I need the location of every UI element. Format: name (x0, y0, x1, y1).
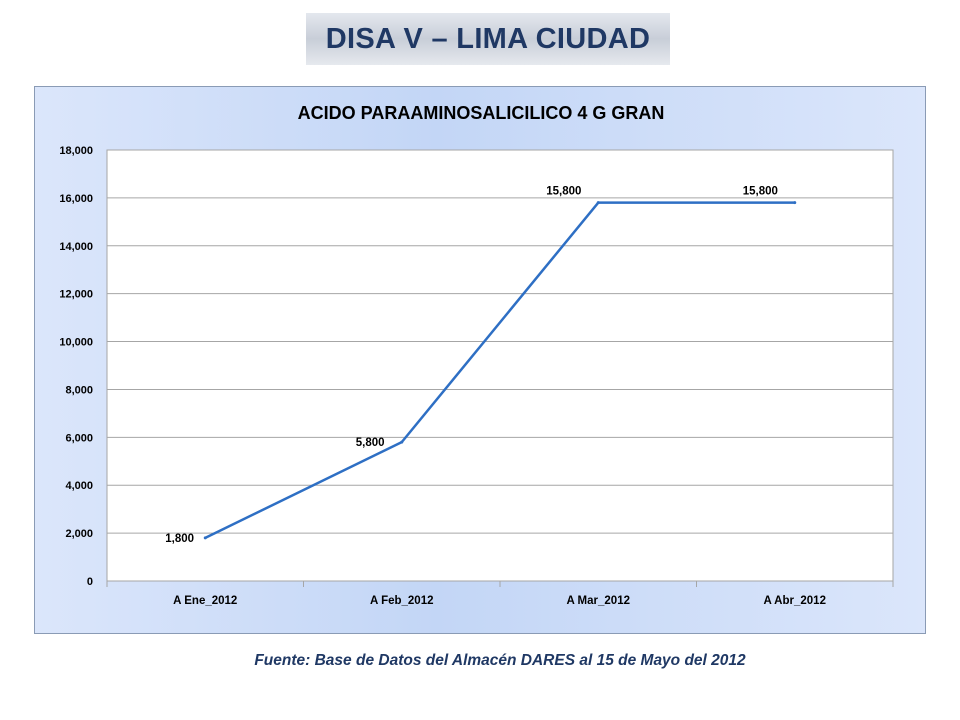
data-point (400, 440, 404, 444)
y-tick-label: 0 (87, 576, 93, 588)
y-tick-label: 12,000 (59, 289, 93, 301)
source-footnote: Fuente: Base de Datos del Almacén DARES … (254, 652, 746, 669)
data-point (793, 201, 797, 205)
y-tick-label: 6,000 (65, 432, 93, 444)
y-tick-label: 10,000 (59, 337, 93, 349)
y-tick-label: 2,000 (65, 528, 93, 540)
x-tick-label: A Mar_2012 (566, 595, 630, 607)
series-line (204, 201, 795, 540)
page-title: DISA V – LIMA CIUDAD (325, 22, 651, 55)
plot-area (107, 150, 893, 581)
y-tick-label: 18,000 (59, 145, 93, 157)
x-tick-label: A Abr_2012 (764, 595, 826, 607)
y-tick-label: 16,000 (59, 193, 93, 205)
data-labels: 1,800 5,800 15,800 15,800 (165, 186, 778, 545)
header-title-band: DISA V – LIMA CIUDAD (306, 13, 670, 65)
axes: 0 2,000 4,000 6,000 8,000 10,000 12,000 14,000 1… (59, 145, 894, 607)
data-label: 15,800 (546, 186, 581, 198)
data-label: 5,800 (356, 437, 385, 449)
y-tick-label: 8,000 (65, 384, 93, 396)
data-point (596, 201, 600, 205)
y-tick-label: 4,000 (65, 480, 93, 492)
series-layer (203, 201, 797, 540)
x-tick-label: A Ene_2012 (173, 595, 237, 607)
y-tick-label: 14,000 (59, 241, 93, 253)
data-label: 1,800 (165, 533, 194, 545)
chart-title: ACIDO PARAAMINOSALICILICO 4 G GRAN (298, 103, 665, 123)
data-label: 15,800 (743, 186, 778, 198)
x-tick-label: A Feb_2012 (370, 595, 434, 607)
data-point (203, 536, 207, 540)
